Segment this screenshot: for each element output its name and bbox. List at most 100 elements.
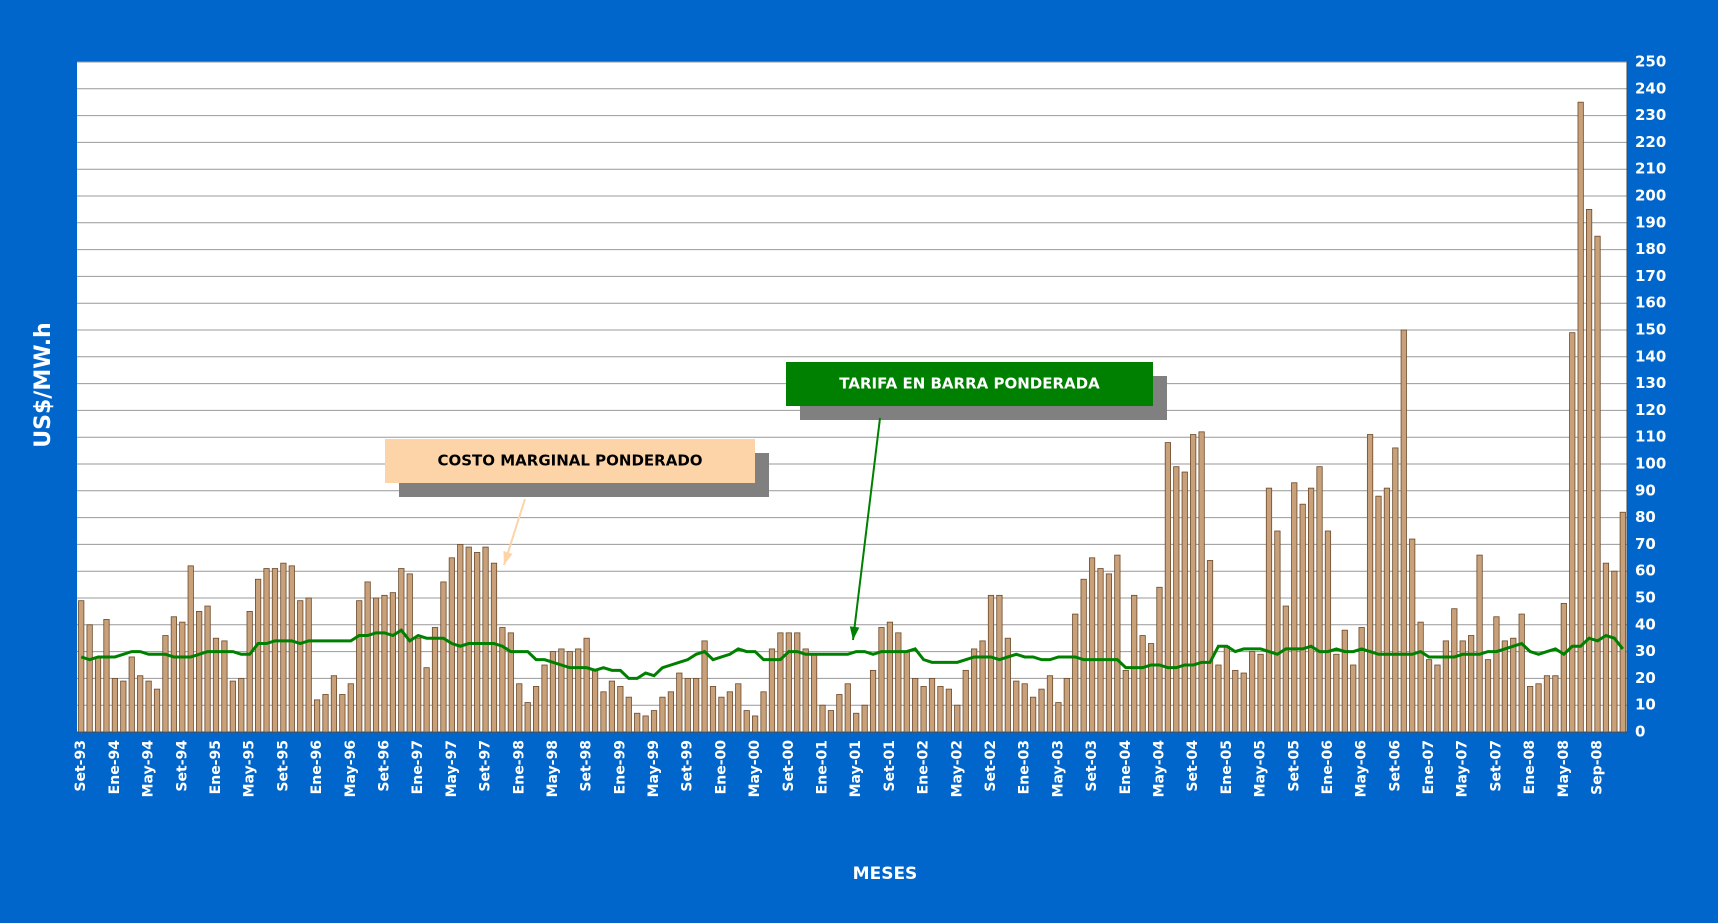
x-tick-label: Ene-08 <box>1522 740 1538 794</box>
bar <box>1375 495 1382 733</box>
bar <box>221 640 228 733</box>
bar <box>179 621 186 733</box>
x-tick-label: Set-06 <box>1387 740 1403 792</box>
bar <box>1030 696 1037 733</box>
bar <box>162 635 169 733</box>
bar <box>330 675 338 733</box>
bar <box>1291 482 1298 733</box>
annotation-text: TARIFA EN BARRA PONDERADA <box>839 375 1100 393</box>
x-tick-label: Ene-96 <box>309 740 325 794</box>
bar <box>255 578 262 733</box>
bar <box>693 678 700 733</box>
bar <box>229 680 236 733</box>
bar <box>617 686 624 733</box>
bar <box>406 573 413 733</box>
bar <box>853 712 860 733</box>
y-axis-label: US$/MW.h <box>31 322 56 447</box>
x-tick-label: Ene-00 <box>713 740 729 795</box>
bar <box>1527 686 1534 733</box>
bar <box>313 699 321 733</box>
bar <box>78 600 85 733</box>
bar <box>752 715 759 733</box>
bar <box>389 592 396 733</box>
annotation-box <box>786 362 1153 406</box>
bar <box>566 651 573 733</box>
bar <box>1316 466 1323 733</box>
bar <box>945 688 952 733</box>
x-tick-label: May-00 <box>747 740 763 798</box>
bar <box>1535 683 1542 733</box>
x-tick-label: Ene-06 <box>1320 740 1336 794</box>
bar <box>1358 627 1365 733</box>
bar <box>280 562 287 733</box>
bar <box>996 594 1003 733</box>
x-tick-label: Ene-95 <box>208 740 224 794</box>
x-tick-label: Ene-94 <box>107 740 123 795</box>
bar <box>103 619 110 733</box>
x-tick-label: May-99 <box>646 740 662 797</box>
bar <box>1543 675 1551 733</box>
x-tick-label: May-96 <box>343 740 359 797</box>
bar <box>1594 235 1601 733</box>
x-tick-label: Ene-99 <box>612 740 628 794</box>
y-tick-label: 120 <box>1635 401 1666 419</box>
bar <box>684 678 691 733</box>
bar <box>1392 447 1399 733</box>
bar <box>1156 586 1163 733</box>
bar <box>920 686 927 733</box>
bar <box>1409 538 1416 733</box>
bar <box>415 637 422 733</box>
y-tick-label: 30 <box>1635 642 1656 660</box>
bar <box>238 678 245 733</box>
y-tick-label: 90 <box>1635 481 1656 499</box>
bar <box>1350 664 1357 733</box>
bar <box>297 600 304 733</box>
bar <box>1493 616 1500 733</box>
bar <box>1442 640 1449 733</box>
line <box>80 628 1624 680</box>
bar <box>1282 605 1289 733</box>
x-tick-label: Ene-98 <box>511 740 527 794</box>
bar <box>94 656 102 733</box>
bar <box>398 568 405 733</box>
x-tick-label: Set-01 <box>882 740 898 792</box>
bar <box>802 648 809 733</box>
bar <box>718 696 725 733</box>
bar <box>937 686 944 733</box>
bar <box>541 664 548 733</box>
bar <box>1425 659 1433 733</box>
bar <box>1333 653 1340 733</box>
bar <box>1585 208 1593 733</box>
arrow-head <box>849 626 860 640</box>
bar <box>810 653 818 733</box>
y-tick-label: 140 <box>1635 347 1666 365</box>
bar <box>1080 578 1087 733</box>
bar <box>1468 635 1475 733</box>
bar <box>886 621 894 733</box>
bar <box>667 691 674 733</box>
bar <box>726 691 733 733</box>
bar <box>962 669 969 733</box>
bar <box>1046 675 1054 733</box>
x-tick-label: May-07 <box>1455 740 1471 797</box>
x-tick-label: Set-02 <box>983 740 999 792</box>
bar <box>1198 431 1205 733</box>
bar <box>1341 629 1348 733</box>
y-tick-label: 20 <box>1635 669 1656 687</box>
bar <box>347 683 354 733</box>
y-tick-label: 0 <box>1635 723 1645 741</box>
x-tick-label: May-02 <box>949 740 965 797</box>
x-tick-label: Set-97 <box>478 740 494 792</box>
bar <box>465 546 472 733</box>
x-tick-label: Set-96 <box>376 740 392 792</box>
bar <box>979 640 986 733</box>
x-tick-label: May-03 <box>1050 740 1066 797</box>
bar <box>971 648 978 733</box>
bar <box>1383 487 1391 733</box>
bar <box>768 648 776 733</box>
bar <box>836 694 843 733</box>
bar <box>440 581 447 733</box>
x-tick-label: Set-05 <box>1286 740 1302 792</box>
x-tick-label: May-04 <box>1151 740 1167 798</box>
y-tick-label: 40 <box>1635 615 1656 633</box>
